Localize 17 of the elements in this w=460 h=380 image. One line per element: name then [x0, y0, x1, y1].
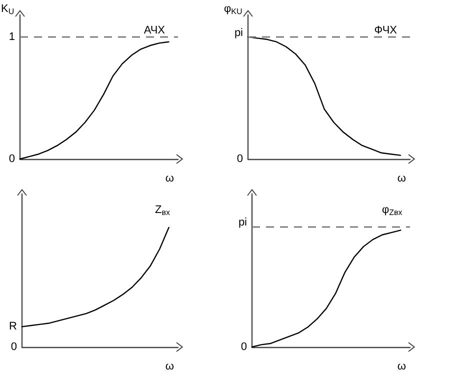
line-series [19, 41, 170, 160]
y-axis-title: K$_{U}$ [1, 3, 14, 18]
ref-line-label: pi [234, 26, 243, 39]
text: 0 [236, 153, 243, 165]
x-axis-title: ω [165, 172, 174, 184]
text: R [9, 320, 18, 333]
y-tick-label: 1 [8, 30, 15, 43]
chart-title: ФЧХ [374, 24, 398, 36]
y-axis-title: Z$_{вх}$ [155, 204, 170, 219]
text: АЧХ [144, 24, 166, 36]
x-axis-title: ω [397, 172, 406, 184]
x-axis-title: ω [165, 360, 174, 372]
y-axis-title: φ$_{KU}$ [224, 3, 242, 18]
text: 0 [240, 341, 247, 353]
y-axis-title: φ$_{Zвх}$ [382, 204, 402, 219]
ref-line-label: pi [238, 216, 247, 229]
x-axis-title: ω [397, 360, 406, 372]
